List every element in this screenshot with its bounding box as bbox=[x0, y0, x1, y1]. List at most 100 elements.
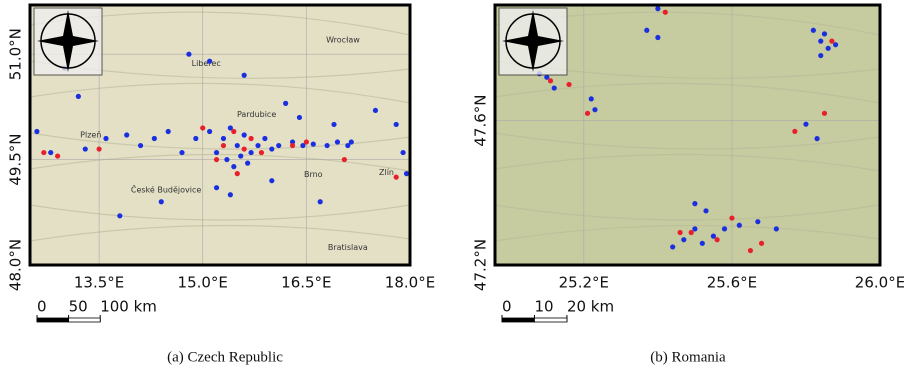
scale-segment bbox=[502, 318, 534, 322]
observation-point bbox=[394, 175, 399, 180]
observation-point bbox=[644, 28, 649, 33]
x-tick-label: 18.0°E bbox=[385, 274, 435, 292]
observation-point bbox=[255, 143, 260, 148]
observation-point bbox=[722, 226, 727, 231]
place-label: Wrocław bbox=[326, 36, 360, 45]
observation-point bbox=[589, 96, 594, 101]
observation-point bbox=[373, 108, 378, 113]
observation-point bbox=[324, 143, 329, 148]
observation-point bbox=[818, 53, 823, 58]
caption: (b) Romania bbox=[650, 349, 726, 365]
observation-point bbox=[242, 132, 247, 137]
observation-point bbox=[269, 178, 274, 183]
observation-point bbox=[822, 111, 827, 116]
observation-point bbox=[179, 150, 184, 155]
observation-point bbox=[290, 143, 295, 148]
observation-point bbox=[655, 6, 660, 11]
observation-point bbox=[592, 107, 597, 112]
observation-point bbox=[715, 237, 720, 242]
place-label: České Budějovice bbox=[131, 183, 202, 194]
observation-point bbox=[48, 150, 53, 155]
scale-label: 100 km bbox=[100, 298, 157, 316]
observation-point bbox=[755, 219, 760, 224]
observation-point bbox=[342, 157, 347, 162]
observation-point bbox=[585, 111, 590, 116]
observation-point bbox=[700, 241, 705, 246]
observation-point bbox=[231, 129, 236, 134]
observation-point bbox=[242, 73, 247, 78]
place-label: Plzeň bbox=[80, 130, 101, 140]
observation-point bbox=[276, 143, 281, 148]
observation-point bbox=[394, 122, 399, 127]
observation-point bbox=[663, 10, 668, 15]
observation-point bbox=[117, 213, 122, 218]
observation-point bbox=[83, 146, 88, 151]
observation-point bbox=[304, 139, 309, 144]
observation-point bbox=[245, 161, 250, 166]
observation-point bbox=[703, 208, 708, 213]
observation-point bbox=[318, 199, 323, 204]
place-label: Bratislava bbox=[328, 243, 368, 252]
observation-point bbox=[224, 157, 229, 162]
observation-point bbox=[193, 136, 198, 141]
observation-point bbox=[41, 150, 46, 155]
scale-label: 50 bbox=[69, 298, 88, 316]
observation-point bbox=[235, 143, 240, 148]
observation-point bbox=[552, 85, 557, 90]
observation-point bbox=[803, 122, 808, 127]
y-tick-label: 51.0°N bbox=[7, 28, 25, 80]
observation-point bbox=[748, 248, 753, 253]
observation-point bbox=[692, 201, 697, 206]
observation-point bbox=[829, 39, 834, 44]
observation-point bbox=[814, 136, 819, 141]
observation-point bbox=[159, 199, 164, 204]
observation-point bbox=[214, 157, 219, 162]
observation-point bbox=[214, 150, 219, 155]
observation-point bbox=[566, 82, 571, 87]
place-label: Zlín bbox=[379, 168, 394, 177]
scale-label: 0 bbox=[502, 298, 512, 316]
scale-segment bbox=[37, 318, 69, 322]
place-label: Pardubice bbox=[237, 110, 276, 119]
observation-point bbox=[96, 146, 101, 151]
scale-segment bbox=[534, 318, 566, 322]
observation-point bbox=[103, 136, 108, 141]
observation-point bbox=[228, 192, 233, 197]
observation-point bbox=[166, 129, 171, 134]
observation-point bbox=[262, 136, 267, 141]
observation-point bbox=[331, 122, 336, 127]
x-tick-label: 26.0°E bbox=[855, 274, 904, 292]
observation-point bbox=[186, 52, 191, 57]
scale-label: 10 bbox=[534, 298, 553, 316]
observation-point bbox=[242, 146, 247, 151]
place-label: Brno bbox=[304, 170, 323, 179]
observation-point bbox=[138, 143, 143, 148]
observation-point bbox=[269, 146, 274, 151]
x-tick-label: 13.5°E bbox=[74, 274, 124, 292]
x-tick-label: 15.0°E bbox=[178, 274, 228, 292]
observation-point bbox=[655, 35, 660, 40]
observation-point bbox=[283, 101, 288, 106]
observation-point bbox=[792, 129, 797, 134]
observation-point bbox=[55, 153, 60, 158]
y-tick-label: 47.2°N bbox=[472, 239, 490, 291]
observation-point bbox=[400, 150, 405, 155]
scale-label: 20 km bbox=[567, 298, 614, 316]
observation-point bbox=[822, 31, 827, 36]
observation-point bbox=[548, 78, 553, 83]
place-label: Liberec bbox=[192, 59, 221, 68]
observation-point bbox=[124, 132, 129, 137]
observation-point bbox=[221, 136, 226, 141]
observation-point bbox=[207, 129, 212, 134]
observation-point bbox=[737, 223, 742, 228]
observation-point bbox=[670, 244, 675, 249]
scale-label: 0 bbox=[37, 298, 47, 316]
figure: 13.5°E15.0°E16.5°E18.0°E48.0°N49.5°N51.0… bbox=[0, 0, 904, 382]
observation-point bbox=[759, 241, 764, 246]
observation-point bbox=[207, 59, 212, 64]
scale-segment bbox=[69, 318, 101, 322]
y-tick-label: 48.0°N bbox=[7, 239, 25, 291]
observation-point bbox=[200, 125, 205, 130]
x-tick-label: 25.2°E bbox=[559, 274, 609, 292]
observation-point bbox=[681, 237, 686, 242]
